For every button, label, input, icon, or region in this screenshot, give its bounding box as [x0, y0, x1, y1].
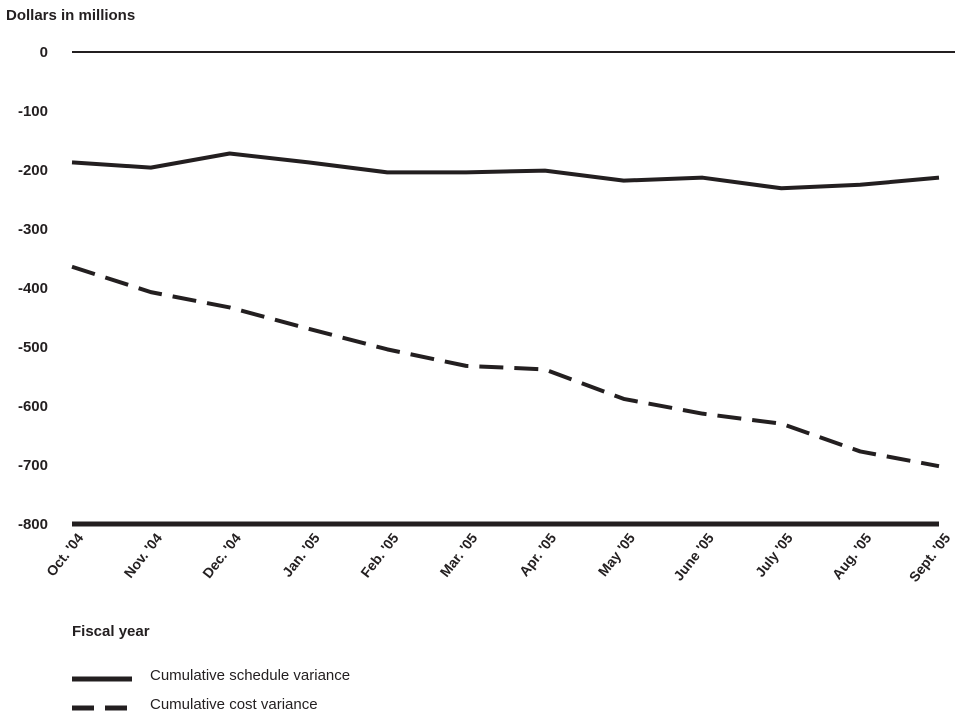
legend-swatch-solid: [72, 676, 132, 682]
y-tick-label: -800: [18, 516, 48, 533]
y-tick-label: -600: [18, 398, 48, 415]
y-tick-label: -100: [18, 103, 48, 120]
legend-swatch-dashed: [72, 705, 132, 711]
x-axis-label: Fiscal year: [72, 623, 150, 640]
x-tick-labels: Oct. '04 Nov. '04 Dec. '04 Jan. '05 Feb. '05…: [43, 530, 954, 585]
series-lines: [71, 151, 940, 469]
y-tick-label: -700: [18, 457, 48, 474]
x-tick-label: July '05: [752, 530, 796, 580]
x-tick-label: Mar. '05: [437, 530, 481, 580]
legend-label-cost-variance: Cumulative cost variance: [150, 696, 318, 713]
x-tick-label: Nov. '04: [121, 530, 166, 581]
x-tick-label: Jan. '05: [279, 530, 323, 580]
y-tick-label: -300: [18, 221, 48, 238]
x-tick-label: Dec. '04: [199, 530, 244, 581]
legend-label-schedule-variance: Cumulative schedule variance: [150, 667, 351, 684]
series-line-cost-variance: [71, 264, 940, 469]
y-tick-label: 0: [40, 44, 48, 61]
x-tick-label: Aug. '05: [829, 530, 875, 582]
y-tick-label: -500: [18, 339, 48, 356]
x-tick-label: Apr. '05: [516, 530, 560, 579]
x-tick-label: Feb. '05: [357, 530, 401, 581]
x-tick-label: Sept. '05: [906, 530, 954, 585]
chart-axis-lines: [72, 51, 955, 527]
y-axis-label: Dollars in millions: [6, 7, 136, 24]
y-tick-labels: 0 -100 -200 -300 -400 -500 -600 -700 -800: [18, 44, 48, 533]
y-tick-label: -400: [18, 280, 48, 297]
x-tick-label: May '05: [595, 530, 639, 579]
series-line-schedule-variance: [71, 151, 940, 191]
x-tick-label: Oct. '04: [43, 530, 87, 579]
y-tick-label: -200: [18, 162, 48, 179]
x-tick-label: June '05: [670, 530, 717, 584]
